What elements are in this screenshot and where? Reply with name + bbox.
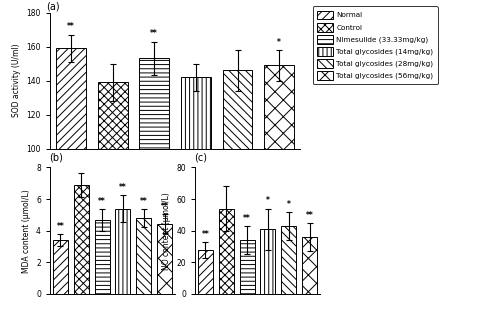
Y-axis label: SOD activity (U/ml): SOD activity (U/ml) [12,44,21,117]
Bar [264,65,294,149]
Text: *: * [277,38,281,47]
Bar [181,77,211,149]
Bar [219,209,234,294]
Bar [94,221,110,294]
Text: **: ** [67,22,74,31]
Legend: Normal, Control, Nimesulide (33.33mg/kg), Total glycosides (14mg/kg), Total glyc: Normal, Control, Nimesulide (33.33mg/kg)… [312,6,438,84]
Bar [116,209,130,294]
Text: **: ** [202,230,209,239]
Bar [260,229,276,294]
Bar [281,226,296,294]
Text: **: ** [140,197,147,206]
Bar [302,237,317,294]
Text: **: ** [150,29,158,38]
Bar [139,58,169,149]
Bar [53,240,68,294]
Text: **: ** [306,211,314,220]
Y-axis label: MDA content (μmol/L): MDA content (μmol/L) [22,189,30,273]
Bar [222,70,252,149]
Text: **: ** [119,183,127,192]
Text: *: * [287,200,290,209]
Bar [56,48,86,149]
Y-axis label: NO content (μmol/L): NO content (μmol/L) [162,192,170,270]
Bar [98,82,128,149]
Text: (a): (a) [46,1,60,11]
Text: (c): (c) [194,152,207,162]
Bar [240,240,254,294]
Text: *: * [266,197,270,205]
Text: **: ** [160,202,168,211]
Text: **: ** [98,197,106,206]
Bar [157,224,172,294]
Bar [198,250,213,294]
Text: (b): (b) [49,152,62,162]
Bar [74,185,89,294]
Bar [136,218,151,294]
Text: **: ** [56,222,64,231]
Text: **: ** [243,214,251,223]
